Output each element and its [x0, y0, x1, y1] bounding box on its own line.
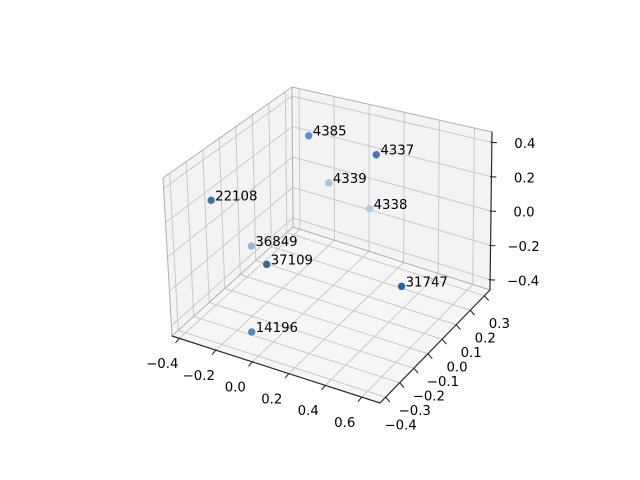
x-axis-spine	[171, 335, 381, 404]
data-point	[247, 328, 256, 336]
y-tick-label: 0.1	[461, 346, 482, 361]
point-label: 37109	[271, 253, 313, 268]
x-grid-line-floor	[361, 283, 474, 398]
x-tick-mark	[248, 361, 253, 367]
data-point	[372, 151, 381, 159]
y-grid-line-floor	[208, 301, 415, 369]
point-label: 14196	[256, 321, 298, 336]
y-tick-mark	[441, 338, 447, 345]
x-tick-label: 0.2	[261, 392, 282, 407]
z-tick-label: 0.0	[513, 206, 534, 221]
x-tick-label: 0.0	[225, 381, 246, 396]
y-grid-line-floor	[177, 329, 387, 398]
pane-edge-back-vertical	[291, 86, 294, 228]
z-tick-label: 0.2	[514, 171, 535, 186]
pane-edge-floor-left	[171, 226, 294, 337]
pane-edge-right-top	[291, 86, 493, 133]
y-tick-label: −0.1	[427, 375, 459, 390]
data-point	[305, 132, 313, 140]
x-tick-mark	[175, 337, 180, 344]
z-grid-line-left-wall	[170, 217, 294, 327]
x-grid-line-floor	[324, 272, 439, 386]
pane-edge-left-vertical	[162, 177, 173, 337]
x-tick-label: 0.4	[298, 404, 319, 419]
x-tick-label: −0.2	[183, 369, 215, 384]
z-grid-line-right-wall	[291, 126, 492, 178]
z-grid-line-right-wall	[292, 186, 492, 246]
x-grid-line-floor	[251, 250, 370, 363]
z-grid-line-left-wall	[167, 156, 293, 258]
x-grid-line-floor	[215, 239, 335, 351]
y-grid-line-floor	[270, 246, 471, 311]
pane-left-wall	[163, 87, 293, 336]
data-point	[263, 260, 271, 269]
y-grid-line-floor	[193, 315, 401, 384]
pane-floor	[172, 227, 490, 403]
y-grid-line-floor	[255, 260, 457, 326]
pane-right-wall	[292, 87, 492, 290]
x-grid-line-floor	[288, 261, 405, 375]
z-grid-line-left-wall	[165, 126, 293, 224]
y-tick-label: −0.4	[384, 418, 416, 433]
y-tick-mark	[469, 309, 475, 316]
y-tick-mark	[413, 367, 419, 374]
z-tick-label: −0.2	[507, 240, 539, 255]
y-axis-spine	[379, 289, 491, 404]
point-label: 22108	[215, 189, 257, 204]
y-grid-line-floor	[224, 287, 429, 355]
z-grid-line-left-wall	[168, 186, 294, 292]
z-tick-label: −0.4	[507, 274, 539, 289]
pane-edge-left-top	[162, 86, 293, 179]
y-tick-mark	[385, 396, 391, 403]
z-grid-line-right-wall	[291, 95, 493, 143]
data-point	[365, 205, 374, 213]
y-tick-label: 0.0	[446, 360, 467, 375]
x-tick-label: −0.4	[146, 357, 178, 372]
x-tick-mark	[284, 373, 290, 379]
y-tick-mark	[455, 324, 461, 330]
y-tick-mark	[483, 295, 489, 301]
y-grid-line-floor	[239, 274, 443, 340]
z-tick-label: 0.4	[514, 137, 535, 152]
data-point	[397, 282, 406, 291]
x-tick-mark	[321, 384, 326, 391]
y-tick-label: 0.2	[475, 331, 496, 346]
x-tick-mark	[211, 349, 217, 355]
point-label: 4385	[313, 125, 347, 140]
point-label: 4338	[374, 198, 408, 213]
y-tick-mark	[427, 353, 433, 359]
z-grid-line-right-wall	[292, 217, 491, 281]
z-grid-line-right-wall	[292, 156, 492, 212]
point-label: 4339	[333, 172, 367, 187]
y-tick-mark	[399, 382, 405, 388]
y-tick-label: −0.2	[413, 389, 445, 404]
data-point	[247, 242, 256, 250]
data-point	[207, 196, 215, 205]
pane-edge-floor-right	[292, 226, 491, 291]
y-tick-label: −0.3	[399, 404, 431, 419]
point-label: 4337	[380, 144, 414, 159]
x-grid-line-floor	[178, 228, 301, 339]
data-point	[325, 179, 333, 187]
x-tick-mark	[357, 396, 363, 402]
x-tick-label: 0.6	[334, 416, 355, 431]
point-label: 31747	[406, 275, 448, 290]
point-label: 36849	[255, 235, 297, 250]
z-grid-line-left-wall	[163, 95, 293, 189]
y-grid-line-floor	[286, 232, 485, 297]
y-tick-label: 0.3	[489, 317, 510, 332]
